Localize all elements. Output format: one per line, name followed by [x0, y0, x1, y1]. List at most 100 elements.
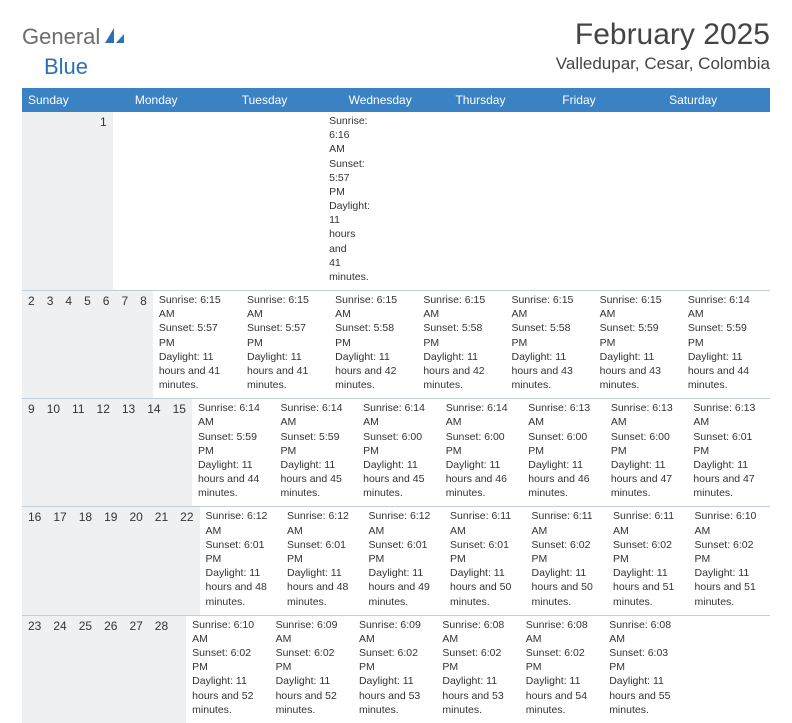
day-number: 16 [22, 507, 47, 614]
day-cell: Sunrise: 6:11 AMSunset: 6:01 PMDaylight:… [444, 507, 526, 614]
day-number: 8 [134, 291, 153, 398]
day-body-row: Sunrise: 6:16 AMSunset: 5:57 PMDaylight:… [113, 112, 358, 290]
sunset-text: Sunset: 6:02 PM [192, 646, 263, 674]
daylight-text: Daylight: 11 hours and 55 minutes. [609, 674, 680, 717]
day-body-row: Sunrise: 6:15 AMSunset: 5:57 PMDaylight:… [153, 291, 770, 398]
sunrise-text: Sunrise: 6:13 AM [693, 401, 764, 429]
day-cell: Sunrise: 6:11 AMSunset: 6:02 PMDaylight:… [526, 507, 608, 614]
day-cell: Sunrise: 6:10 AMSunset: 6:02 PMDaylight:… [689, 507, 771, 614]
sunset-text: Sunset: 6:01 PM [693, 430, 764, 458]
daylight-text: Daylight: 11 hours and 44 minutes. [688, 350, 764, 393]
sunset-text: Sunset: 6:02 PM [613, 538, 683, 566]
sunset-text: Sunset: 6:02 PM [359, 646, 430, 674]
day-body-row: Sunrise: 6:12 AMSunset: 6:01 PMDaylight:… [200, 507, 770, 614]
day-number: 14 [141, 399, 166, 506]
day-cell [687, 616, 770, 723]
day-number: 28 [149, 616, 174, 723]
day-number [70, 112, 82, 290]
day-cell [148, 112, 183, 290]
sunrise-text: Sunrise: 6:14 AM [446, 401, 517, 429]
sunrise-text: Sunrise: 6:14 AM [688, 293, 764, 321]
sunset-text: Sunset: 5:58 PM [423, 321, 499, 349]
weekday-mon: Monday [129, 88, 236, 112]
day-number: 2 [22, 291, 41, 398]
sunset-text: Sunset: 5:59 PM [198, 430, 269, 458]
daylight-text: Daylight: 11 hours and 42 minutes. [423, 350, 499, 393]
weekday-sat: Saturday [663, 88, 770, 112]
day-cell: Sunrise: 6:08 AMSunset: 6:02 PMDaylight:… [436, 616, 519, 723]
daylight-text: Daylight: 11 hours and 54 minutes. [526, 674, 597, 717]
sunrise-text: Sunrise: 6:14 AM [363, 401, 434, 429]
sunset-text: Sunset: 5:58 PM [512, 321, 588, 349]
day-cell [183, 112, 218, 290]
sunset-text: Sunset: 6:01 PM [287, 538, 357, 566]
logo: General [22, 24, 128, 50]
day-cell: Sunrise: 6:12 AMSunset: 6:01 PMDaylight:… [281, 507, 363, 614]
day-cell: Sunrise: 6:11 AMSunset: 6:02 PMDaylight:… [607, 507, 689, 614]
daylight-text: Daylight: 11 hours and 41 minutes. [247, 350, 323, 393]
sunset-text: Sunset: 6:02 PM [442, 646, 513, 674]
day-number: 15 [167, 399, 192, 506]
sunset-text: Sunset: 5:59 PM [688, 321, 764, 349]
sunrise-text: Sunrise: 6:11 AM [450, 509, 520, 537]
week-row: 16171819202122Sunrise: 6:12 AMSunset: 6:… [22, 506, 770, 614]
day-number: 26 [98, 616, 123, 723]
daylight-text: Daylight: 11 hours and 47 minutes. [693, 458, 764, 501]
day-cell: Sunrise: 6:13 AMSunset: 6:00 PMDaylight:… [522, 399, 605, 506]
day-body-row: Sunrise: 6:14 AMSunset: 5:59 PMDaylight:… [192, 399, 770, 506]
sunset-text: Sunset: 5:57 PM [329, 157, 352, 200]
sunset-text: Sunset: 5:57 PM [247, 321, 323, 349]
daylight-text: Daylight: 11 hours and 43 minutes. [512, 350, 588, 393]
daylight-text: Daylight: 11 hours and 46 minutes. [528, 458, 599, 501]
day-number: 27 [123, 616, 148, 723]
day-cell [253, 112, 288, 290]
weekday-fri: Friday [556, 88, 663, 112]
daylight-text: Daylight: 11 hours and 51 minutes. [695, 566, 765, 609]
day-number [82, 112, 94, 290]
daylight-text: Daylight: 11 hours and 53 minutes. [359, 674, 430, 717]
day-number: 23 [22, 616, 47, 723]
day-cell: Sunrise: 6:13 AMSunset: 6:01 PMDaylight:… [687, 399, 770, 506]
day-cell: Sunrise: 6:14 AMSunset: 5:59 PMDaylight:… [275, 399, 358, 506]
daylight-text: Daylight: 11 hours and 52 minutes. [276, 674, 347, 717]
sunset-text: Sunset: 5:59 PM [281, 430, 352, 458]
day-number: 7 [115, 291, 134, 398]
sunrise-text: Sunrise: 6:15 AM [335, 293, 411, 321]
day-cell: Sunrise: 6:14 AMSunset: 5:59 PMDaylight:… [682, 291, 770, 398]
sunrise-text: Sunrise: 6:11 AM [532, 509, 602, 537]
daylight-text: Daylight: 11 hours and 50 minutes. [450, 566, 520, 609]
day-cell: Sunrise: 6:15 AMSunset: 5:57 PMDaylight:… [241, 291, 329, 398]
sunset-text: Sunset: 5:57 PM [159, 321, 235, 349]
sunset-text: Sunset: 6:02 PM [532, 538, 602, 566]
day-cell: Sunrise: 6:12 AMSunset: 6:01 PMDaylight:… [363, 507, 445, 614]
day-cell: Sunrise: 6:13 AMSunset: 6:00 PMDaylight:… [605, 399, 688, 506]
day-number: 10 [41, 399, 66, 506]
sunrise-text: Sunrise: 6:12 AM [206, 509, 276, 537]
day-number: 18 [73, 507, 98, 614]
logo-text-general: General [22, 24, 100, 50]
sunset-text: Sunset: 6:02 PM [526, 646, 597, 674]
day-cell: Sunrise: 6:15 AMSunset: 5:58 PMDaylight:… [417, 291, 505, 398]
sunrise-text: Sunrise: 6:08 AM [609, 618, 680, 646]
sunset-text: Sunset: 5:59 PM [600, 321, 676, 349]
sunset-text: Sunset: 6:01 PM [450, 538, 520, 566]
day-number: 9 [22, 399, 41, 506]
daylight-text: Daylight: 11 hours and 45 minutes. [363, 458, 434, 501]
day-cell: Sunrise: 6:15 AMSunset: 5:59 PMDaylight:… [594, 291, 682, 398]
day-cell: Sunrise: 6:14 AMSunset: 5:59 PMDaylight:… [192, 399, 275, 506]
day-number [34, 112, 46, 290]
sunrise-text: Sunrise: 6:10 AM [192, 618, 263, 646]
header: General February 2025 Valledupar, Cesar,… [22, 18, 770, 74]
day-number [58, 112, 70, 290]
day-number: 25 [73, 616, 98, 723]
daylight-text: Daylight: 11 hours and 47 minutes. [611, 458, 682, 501]
daynum-row: 2345678 [22, 291, 153, 398]
day-cell: Sunrise: 6:09 AMSunset: 6:02 PMDaylight:… [270, 616, 353, 723]
daylight-text: Daylight: 11 hours and 49 minutes. [369, 566, 439, 609]
day-cell: Sunrise: 6:12 AMSunset: 6:01 PMDaylight:… [200, 507, 282, 614]
day-number: 6 [97, 291, 116, 398]
day-cell: Sunrise: 6:09 AMSunset: 6:02 PMDaylight:… [353, 616, 436, 723]
day-cell [113, 112, 148, 290]
sunrise-text: Sunrise: 6:14 AM [281, 401, 352, 429]
sunrise-text: Sunrise: 6:08 AM [526, 618, 597, 646]
